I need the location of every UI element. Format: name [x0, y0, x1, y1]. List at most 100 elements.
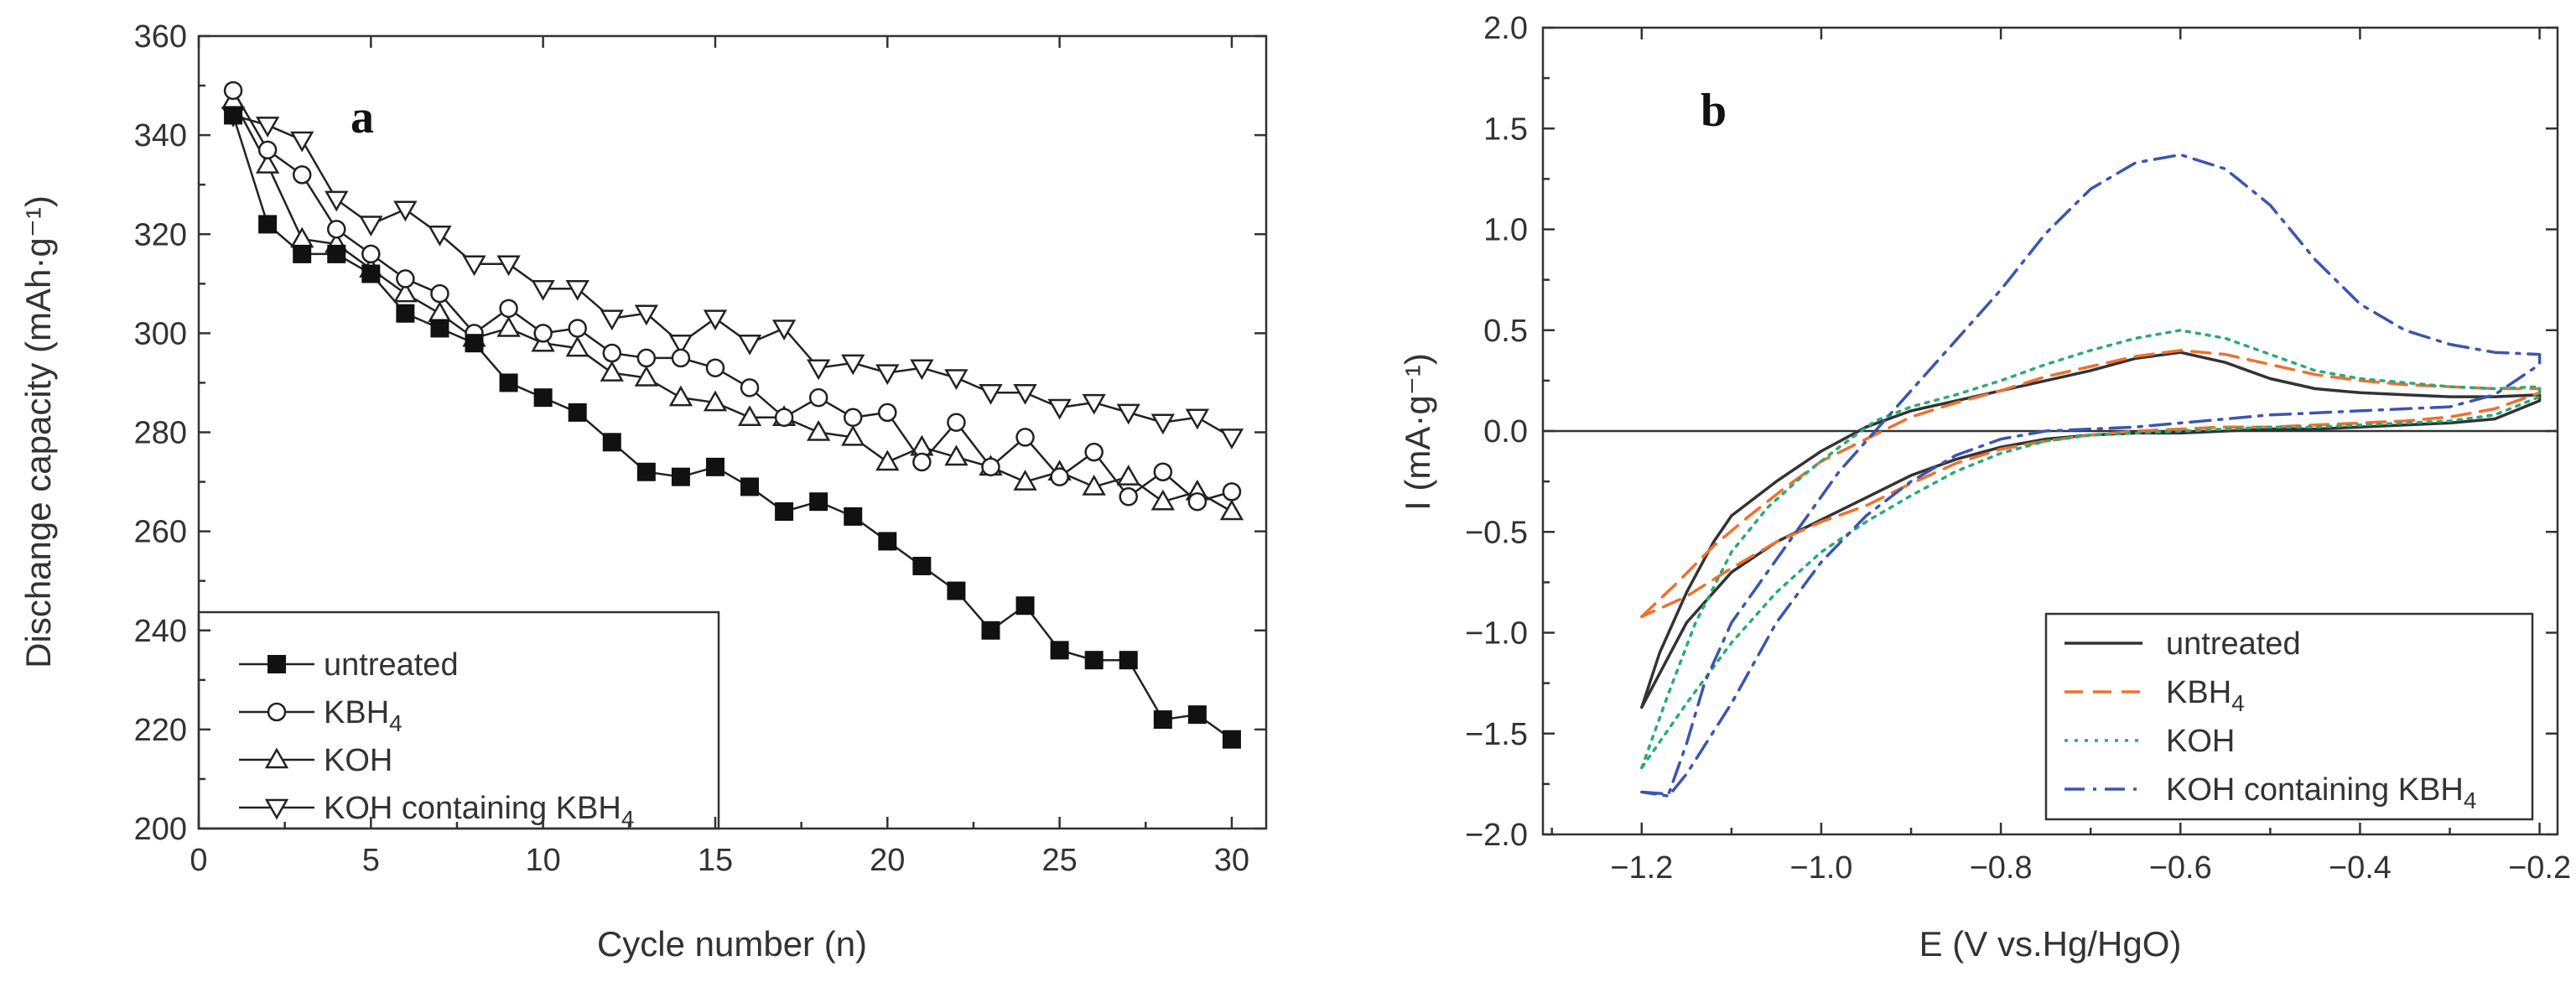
x-tick-label-a: 5: [362, 843, 380, 878]
data-point: [1119, 651, 1138, 670]
y-axis-title-b: I (mA·g⁻¹): [1398, 353, 1437, 511]
data-point: [671, 467, 690, 486]
legend-label-b-main: KOH: [2166, 724, 2235, 759]
data-point: [496, 255, 521, 277]
data-point: [737, 334, 762, 356]
x-tick-label-a: 0: [190, 843, 207, 878]
y-tick-label-b: 1.0: [1483, 213, 1528, 248]
data-point: [875, 364, 900, 386]
data-point: [533, 388, 553, 408]
data-point: [1222, 482, 1242, 501]
data-point: [568, 319, 587, 338]
data-point: [1116, 465, 1140, 486]
series-line: [231, 115, 1233, 740]
y-tick-label-b: 1.5: [1483, 112, 1528, 147]
data-point: [910, 359, 934, 381]
data-point: [224, 106, 243, 125]
x-tick-label-b: −0.4: [2329, 850, 2392, 886]
legend-label-a-main: KOH containing KBH: [324, 791, 621, 826]
data-point: [430, 319, 449, 338]
data-point: [807, 359, 831, 381]
legend-label-b: untreated: [2166, 626, 2301, 662]
data-point: [947, 581, 966, 600]
y-tick-label-b: 2.0: [1483, 11, 1528, 46]
panel-label-b: b: [1701, 85, 1727, 137]
x-tick-label-b: −1.0: [1789, 850, 1852, 886]
axes-a: 0 5 10 15 20 25 30 200 220 240 260 280 300 320 340 360: [134, 19, 1266, 878]
series-line: [231, 100, 1233, 513]
data-point: [634, 366, 658, 387]
data-point: [1185, 408, 1210, 430]
data-point: [1082, 474, 1106, 496]
x-tick-label-a: 20: [870, 843, 905, 878]
y-tick-label-a: 320: [134, 217, 187, 252]
data-point: [668, 334, 693, 356]
data-point: [1013, 384, 1037, 405]
data-point: [1153, 462, 1173, 481]
data-point: [737, 405, 762, 427]
data-point: [1153, 710, 1172, 730]
series-group-b: [1640, 153, 2542, 798]
data-point: [428, 226, 452, 247]
y-tick-label-a: 300: [134, 316, 187, 351]
data-point: [292, 165, 312, 184]
data-point: [981, 621, 1000, 640]
data-point: [841, 424, 865, 446]
legend-marker-a: [264, 798, 289, 820]
data-point: [1116, 403, 1140, 425]
data-point: [947, 413, 966, 432]
series-a-koh-containing-kbh4: [221, 107, 1244, 449]
data-point: [565, 335, 589, 357]
legend-box-a: [197, 611, 720, 830]
data-point: [428, 301, 452, 322]
y-tick-label-a: 340: [134, 118, 187, 153]
legend-box-b: [2044, 612, 2534, 821]
data-point: [430, 283, 449, 304]
data-point: [771, 320, 797, 340]
data-point: [496, 315, 521, 337]
panel-label-a: a: [351, 91, 374, 143]
legend-label-b: KOH containing KBH4: [2166, 772, 2476, 813]
legend-marker-a: [267, 655, 286, 673]
data-point: [1219, 429, 1244, 449]
data-point: [1150, 489, 1175, 511]
data-point: [462, 255, 486, 277]
data-point: [531, 279, 555, 301]
data-point: [705, 358, 725, 377]
data-point: [1187, 705, 1207, 725]
data-point: [602, 343, 622, 363]
data-point: [393, 281, 418, 303]
series-line: [231, 90, 1233, 503]
legend-label-a-main: untreated: [324, 647, 459, 683]
data-point: [499, 373, 518, 392]
data-point: [636, 348, 657, 368]
data-point: [807, 419, 831, 441]
data-point: [255, 117, 280, 138]
x-axis-title-a: Cycle number (n): [597, 924, 867, 964]
y-tick-label-b: 0.0: [1483, 414, 1528, 449]
legend-marker-a: [267, 702, 287, 722]
data-point: [327, 244, 346, 263]
data-point: [878, 532, 897, 551]
series-a-kbh4: [223, 81, 1242, 512]
legend-label-a: untreated: [324, 647, 459, 683]
legend-label-a: KBH4: [324, 695, 402, 736]
x-tick-label-b: −1.2: [1610, 850, 1673, 886]
y-tick-label-a: 200: [134, 812, 187, 847]
legend-label-b-subscript: 4: [2231, 690, 2245, 716]
data-point: [293, 244, 312, 263]
data-point: [393, 200, 418, 222]
data-point: [361, 244, 381, 264]
data-point: [223, 81, 243, 101]
data-point: [602, 433, 621, 452]
y-tick-label-a: 220: [134, 713, 187, 748]
data-point: [703, 390, 728, 412]
x-tick-label-b: −0.8: [1970, 850, 2033, 886]
data-point: [600, 309, 624, 331]
cv-curve-koh: [1640, 329, 2542, 770]
data-point: [499, 299, 518, 319]
legend-label-b-subscript: 4: [2464, 787, 2477, 813]
legend-label-a-main: KBH: [324, 695, 389, 730]
